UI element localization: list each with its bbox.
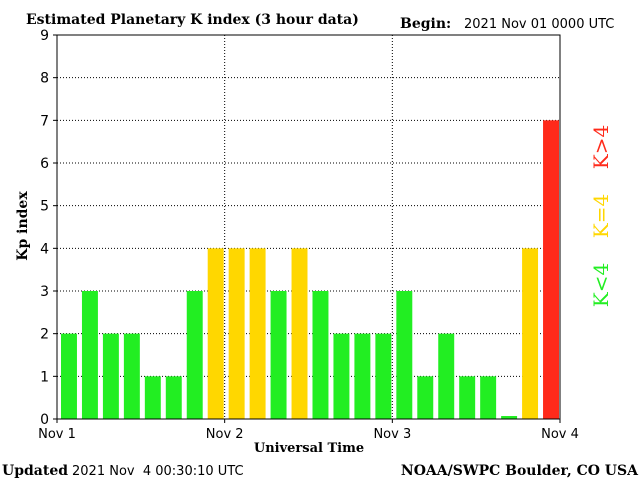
kp-bar (417, 376, 434, 419)
kp-bar (522, 248, 539, 419)
kp-bar (396, 291, 413, 419)
kp-bar (501, 416, 518, 419)
kp-bar (186, 291, 203, 419)
legend-entry-high: K>4 (589, 125, 613, 169)
y-tick-label: 2 (40, 327, 49, 343)
kp-bar (61, 333, 77, 419)
kp-bar (291, 248, 308, 419)
y-tick-label: 9 (40, 28, 49, 44)
x-tick-label: Nov 1 (38, 427, 76, 442)
kp-bar (333, 333, 350, 419)
x-tick-labels: Nov 1 Nov 2 Nov 3 Nov 4 (38, 419, 579, 442)
y-tick-label: 5 (40, 199, 49, 215)
kp-bar (102, 333, 119, 419)
kp-bar (438, 333, 455, 419)
begin-label: Begin: (400, 16, 451, 32)
kp-bar (123, 333, 140, 419)
y-tick-label: 8 (40, 71, 49, 87)
legend-entry-low: K<4 (589, 263, 613, 307)
kp-bar (354, 333, 371, 419)
y-tick-label: 3 (40, 284, 49, 300)
kp-bar (312, 291, 329, 419)
x-tick-label: Nov 4 (541, 427, 579, 442)
kp-bar (270, 291, 287, 419)
x-tick-label: Nov 2 (206, 427, 244, 442)
y-tick-label: 4 (40, 241, 49, 257)
legend: K<4 K=4 K>4 (589, 125, 613, 307)
kp-bar (375, 333, 392, 419)
y-tick-label: 0 (40, 412, 49, 428)
kp-bar (459, 376, 476, 419)
chart-title: Estimated Planetary K index (3 hour data… (26, 12, 359, 28)
updated-value: 2021 Nov 4 00:30:10 UTC (72, 464, 244, 479)
kp-bar (543, 120, 559, 419)
kp-bar (228, 248, 245, 419)
y-tick-label: 1 (40, 369, 49, 385)
y-tick-label: 7 (40, 113, 49, 129)
kp-bar (249, 248, 266, 419)
kp-bar (165, 376, 182, 419)
updated-label: Updated (2, 463, 68, 479)
grid (57, 35, 560, 419)
legend-entry-storm_threshold: K=4 (589, 194, 613, 238)
kp-bar (480, 376, 497, 419)
kp-bar (81, 291, 98, 419)
x-axis-label: Universal Time (254, 441, 364, 456)
source-credit: NOAA/SWPC Boulder, CO USA (401, 463, 639, 479)
y-tick-label: 6 (40, 156, 49, 172)
kp-bar (207, 248, 224, 419)
kp-bar (144, 376, 161, 419)
y-tick-labels: 0 1 2 3 4 5 6 7 8 9 (40, 28, 57, 428)
plot-frame (56, 34, 561, 420)
x-tick-label: Nov 3 (373, 427, 411, 442)
begin-value: 2021 Nov 01 0000 UTC (464, 17, 614, 32)
y-axis-label: Kp index (15, 191, 31, 261)
bars (61, 120, 559, 419)
